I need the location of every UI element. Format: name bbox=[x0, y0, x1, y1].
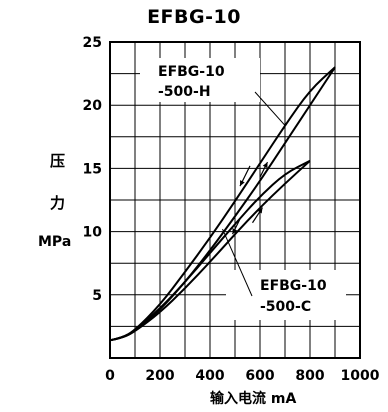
y-tick-label: 20 bbox=[83, 98, 103, 114]
x-tick-label: 400 bbox=[195, 368, 224, 384]
annotation-h-box bbox=[140, 58, 260, 102]
annotation-c-line-2: -500-C bbox=[260, 299, 311, 315]
annotation-h-line-2: -500-H bbox=[158, 84, 211, 100]
y-tick-label: 5 bbox=[92, 288, 102, 304]
chart-title: EFBG-10 bbox=[147, 6, 241, 28]
x-tick-label: 600 bbox=[245, 368, 274, 384]
y-tick-label: 15 bbox=[83, 161, 102, 177]
y-axis-label-char-1: 压 bbox=[50, 152, 66, 170]
x-tick-label: 0 bbox=[105, 368, 115, 384]
series-2-up-arrow-head bbox=[257, 207, 263, 214]
annotation-h-leader bbox=[254, 91, 286, 126]
annotation-c-leader bbox=[222, 228, 253, 297]
annotation-c-line-1: EFBG-10 bbox=[260, 278, 327, 294]
series-1-up-arrow-head bbox=[262, 162, 268, 169]
y-axis-label-char-2: 力 bbox=[50, 194, 66, 212]
y-tick-label: 10 bbox=[83, 225, 103, 241]
series-1-down-arrow-head bbox=[240, 180, 245, 187]
series-2-down-arrow-head bbox=[232, 228, 238, 235]
x-tick-label: 800 bbox=[295, 368, 324, 384]
plot-frame bbox=[109, 41, 361, 359]
y-tick-label: 25 bbox=[83, 35, 102, 51]
annotation-h-line-1: EFBG-10 bbox=[158, 64, 225, 80]
series-2-decreasing-line bbox=[109, 159, 311, 342]
x-tick-label: 200 bbox=[145, 368, 174, 384]
y-axis-label-unit: MPa bbox=[38, 234, 72, 250]
x-tick-label: 1000 bbox=[341, 368, 380, 384]
annotation-c-box bbox=[226, 270, 346, 320]
x-axis-label: 输入电流 mA bbox=[210, 391, 297, 407]
